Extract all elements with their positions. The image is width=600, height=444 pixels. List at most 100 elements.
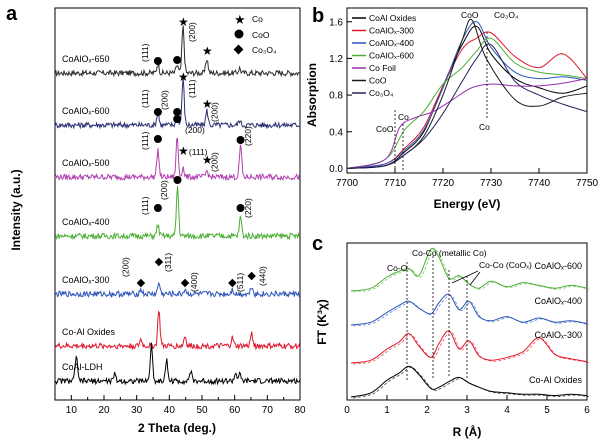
a-miller-index: (111)	[140, 89, 150, 108]
c-sample-label: CoAlOₓ-600	[535, 261, 582, 271]
a-miller-index: (111)	[140, 43, 150, 62]
c-ann-coo: Co-O	[387, 263, 408, 273]
a-xtick-label: 10	[66, 405, 78, 416]
circle-marker-icon	[173, 56, 181, 64]
a-miller-index: (400)	[189, 272, 199, 292]
a-miller-index: (111)	[189, 147, 208, 157]
diamond-marker-icon	[155, 258, 163, 266]
a-series-line	[55, 186, 300, 239]
c-xtick-label: 2	[424, 405, 430, 416]
figure-canvas: a b c 10 20 30 40 50 60 70 80 2 Theta (deg.) In…	[0, 0, 600, 444]
c-xtick-label: 3	[464, 405, 470, 416]
b-legend-label: CoO	[369, 76, 387, 86]
b-xtick-label: 7720	[432, 178, 455, 189]
a-miller-index: (200)	[121, 257, 131, 277]
star-icon: ★	[234, 12, 246, 27]
b-legend-label: CoAlOₓ-300	[369, 26, 414, 36]
panel-a-letter: a	[6, 3, 18, 25]
panel-c-ticks: 0 1 2 3 4 5 6	[344, 395, 590, 416]
b-ytick-label: 0.8	[329, 91, 343, 102]
c-ann-coco-cox: Co-Co (CoOₓ)	[479, 260, 532, 270]
b-ann-coo-left: CoO	[376, 124, 394, 134]
circle-marker-icon	[154, 135, 162, 143]
a-sample-label: Co-Al Oxides	[62, 327, 116, 337]
b-ann-coo-top: CoO	[461, 10, 479, 20]
b-legend-label: CoAlOₓ-400	[369, 38, 414, 48]
a-sample-label: CoAlOₓ-400	[62, 217, 109, 227]
a-xtick-label: 50	[196, 405, 208, 416]
panel-b-xlabel: Energy (eV)	[434, 197, 501, 211]
star-marker-icon: ★	[202, 44, 213, 58]
c-xtick-label: 5	[544, 405, 550, 416]
panel-b-ylabel: Absorption	[305, 63, 319, 127]
b-ytick-label: 1.2	[329, 54, 343, 65]
b-xtick-label: 7740	[528, 178, 551, 189]
panel-a-frame	[55, 8, 300, 400]
b-legend-label: CoAlOₓ-600	[369, 51, 414, 61]
b-legend-label: Co₃O₄	[369, 88, 394, 98]
a-miller-index: (111)	[140, 131, 150, 150]
panel-a-xticks: 10 20 30 40 50 60 70 80	[66, 395, 306, 416]
panel-a-ylabel: Intensity (a.u.)	[9, 169, 23, 250]
a-xtick-label: 30	[131, 405, 143, 416]
b-legend-label: Co Foil	[369, 63, 396, 73]
panel-c-letter: c	[312, 233, 323, 255]
a-xtick-label: 80	[294, 405, 306, 416]
a-sample-label: CoAlOₓ-300	[62, 275, 109, 285]
circle-marker-icon	[235, 30, 244, 39]
a-miller-index: (111)	[187, 79, 197, 98]
a-xtick-label: 20	[98, 405, 110, 416]
b-legend-label: CoAl Oxides	[369, 13, 416, 23]
a-miller-index: (440)	[258, 266, 268, 286]
a-miller-index: (200)	[185, 125, 205, 135]
a-xtick-label: 60	[229, 405, 241, 416]
a-miller-index: (200)	[210, 152, 220, 172]
a-sample-label: CoAlOₓ-500	[62, 158, 109, 168]
b-ytick-label: 1.6	[329, 17, 343, 28]
a-miller-index: (311)	[163, 253, 173, 272]
circle-marker-icon	[173, 115, 181, 123]
panel-b-legend: CoAl Oxides CoAlOₓ-300 CoAlOₓ-400 CoAlOₓ-60…	[352, 13, 416, 98]
circle-marker-icon	[154, 204, 162, 212]
a-miller-index: (200)	[159, 180, 169, 200]
a-xtick-label: 70	[262, 405, 274, 416]
b-ann-co-left: Co	[398, 112, 409, 122]
b-xtick-label: 7730	[480, 178, 503, 189]
panel-c-annotations: Co-O Co-Co (metallic Co) Co-Co (CoOₓ)	[387, 248, 532, 380]
circle-marker-icon	[174, 176, 182, 184]
panel-a-legend: ★ Co CoO Co₃O₄	[234, 12, 277, 55]
diamond-marker-icon	[181, 279, 189, 287]
a-miller-index: (111)	[140, 196, 150, 215]
panel-c-xlabel: R (Å)	[453, 424, 482, 439]
a-miller-index: (511)	[235, 273, 245, 292]
b-ytick-label: 0.0	[329, 164, 343, 175]
b-xtick-label: 7750	[576, 178, 599, 189]
c-xtick-label: 4	[504, 405, 510, 416]
a-sample-label: CoAl-LDH	[62, 362, 103, 372]
legend-a-co3o4: Co₃O₄	[252, 45, 277, 55]
circle-marker-icon	[154, 57, 162, 65]
diamond-marker-icon	[234, 45, 244, 55]
c-sample-label: CoAlOₓ-300	[535, 330, 582, 340]
star-marker-icon: ★	[178, 144, 189, 158]
a-miller-index: (220)	[243, 126, 253, 146]
a-miller-index: (220)	[243, 198, 253, 218]
panel-a-annotations: ★★(111)(200)★★(111) (200)(111)(200)★★(111…	[121, 15, 268, 292]
diamond-marker-icon	[247, 272, 255, 280]
a-sample-label: CoAlOₓ-650	[62, 54, 109, 64]
a-sample-label: CoAlOₓ-600	[62, 106, 109, 116]
b-ann-co3o4-top: Co₃O₄	[494, 10, 519, 20]
c-ann-coco-metal: Co-Co (metallic Co)	[412, 248, 487, 258]
legend-a-coo: CoO	[252, 30, 270, 40]
circle-marker-icon	[173, 108, 181, 116]
b-xtick-label: 7710	[384, 178, 407, 189]
a-miller-index: (200)	[210, 102, 220, 122]
b-ann-co-mid: Co	[479, 122, 490, 132]
c-sample-label: CoAlOₓ-400	[535, 296, 582, 306]
legend-a-co: Co	[252, 14, 263, 24]
figure: a b c 10 20 30 40 50 60 70 80 2 Theta (deg.) In…	[0, 0, 600, 444]
panel-b-letter: b	[312, 5, 324, 27]
c-xtick-label: 1	[384, 405, 390, 416]
c-sample-label: Co-Al Oxides	[529, 375, 583, 385]
a-miller-index: (200)	[160, 90, 170, 110]
